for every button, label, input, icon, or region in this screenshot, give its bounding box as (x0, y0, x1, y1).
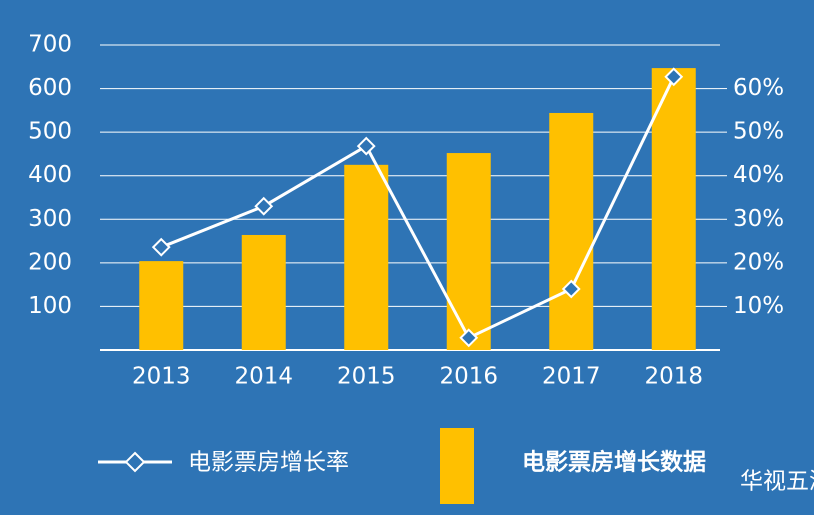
x-tick-label: 2015 (337, 364, 396, 390)
x-tick-label: 2016 (439, 364, 498, 390)
y-tick-label: 500 (28, 119, 72, 145)
y2-tick-label: 50% (733, 119, 784, 145)
line (160, 76, 676, 340)
legend-marker (124, 451, 146, 473)
bar (549, 112, 594, 350)
marker (664, 67, 684, 87)
bar (241, 234, 286, 350)
y2-tick-label: 30% (733, 206, 784, 232)
marker (561, 279, 581, 299)
bar (446, 153, 491, 350)
y-tick-label: 100 (28, 293, 72, 319)
y2-tick-label: 10% (733, 293, 784, 319)
y2-tick-label: 40% (733, 162, 784, 188)
y-tick-label: 400 (28, 162, 72, 188)
watermark: 华视五洲 (740, 469, 814, 495)
x-tick-label: 2018 (644, 364, 703, 390)
x-tick-label: 2013 (132, 364, 191, 390)
bar (344, 164, 389, 350)
marker (254, 196, 274, 216)
y-tick-label: 200 (28, 249, 72, 275)
y-tick-label: 600 (28, 75, 72, 101)
marker (151, 237, 171, 257)
x-tick-label: 2014 (234, 364, 293, 390)
legend-swatch (440, 428, 474, 504)
bar (651, 68, 696, 350)
y2-tick-label: 20% (733, 249, 784, 275)
marker (459, 328, 479, 348)
y-tick-label: 300 (28, 206, 72, 232)
legend-label: 电影票房增长率 (188, 450, 349, 476)
marker (356, 136, 376, 156)
bar (139, 261, 184, 350)
y-tick-label: 700 (28, 32, 72, 58)
x-tick-label: 2017 (542, 364, 601, 390)
y2-tick-label: 60% (733, 75, 784, 101)
legend-label: 电影票房增长数据 (522, 449, 706, 476)
